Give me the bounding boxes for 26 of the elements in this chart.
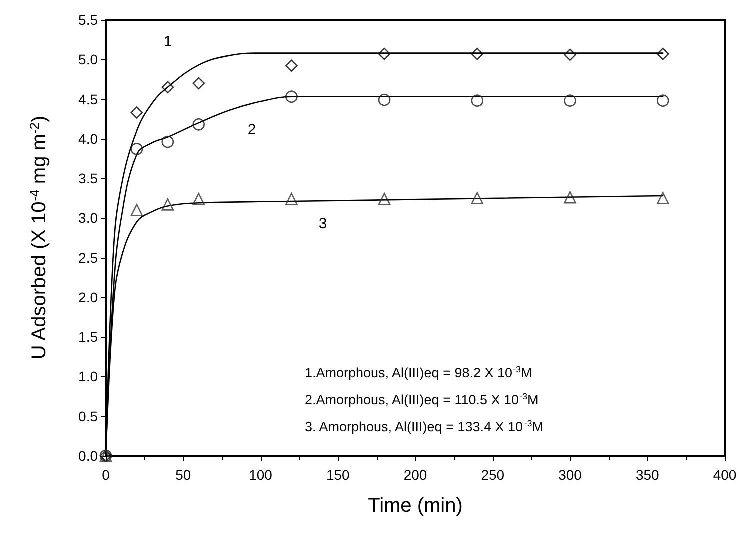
y-tick-label: 1.0 xyxy=(78,368,98,385)
y-tick-label: 0.5 xyxy=(78,408,98,424)
y-tick-label: 5.0 xyxy=(78,52,98,68)
x-axis-title: Time (min) xyxy=(368,495,463,517)
y-tick-label: 2.0 xyxy=(78,289,98,306)
annotation: 3 xyxy=(318,216,328,232)
annotation: 1 xyxy=(164,34,172,50)
x-tick-label: 350 xyxy=(636,467,660,483)
y-tick-label: 4.5 xyxy=(78,91,98,108)
y-tick-label: 3.0 xyxy=(78,210,98,226)
x-tick-label: 50 xyxy=(176,467,192,483)
y-tick-label: 5.5 xyxy=(78,12,98,28)
x-tick-label: 250 xyxy=(481,467,505,483)
x-tick-label: 300 xyxy=(558,467,582,483)
x-tick-label: 100 xyxy=(249,467,273,483)
y-tick-label: 4.0 xyxy=(78,130,98,147)
y-tick-label: 3.5 xyxy=(78,170,98,187)
y-tick-label: 2.5 xyxy=(78,250,98,266)
x-tick-label: 400 xyxy=(713,467,737,483)
y-tick-label: 0.0 xyxy=(78,448,98,464)
x-tick-label: 150 xyxy=(326,467,350,483)
y-tick-label: 1.5 xyxy=(78,329,98,346)
x-tick-label: 0 xyxy=(102,467,110,483)
x-tick-label: 200 xyxy=(404,467,428,483)
y-axis-title: U Adsorbed (X 10-4 mg m-2) xyxy=(27,116,50,360)
annotation: 2 xyxy=(248,122,256,138)
